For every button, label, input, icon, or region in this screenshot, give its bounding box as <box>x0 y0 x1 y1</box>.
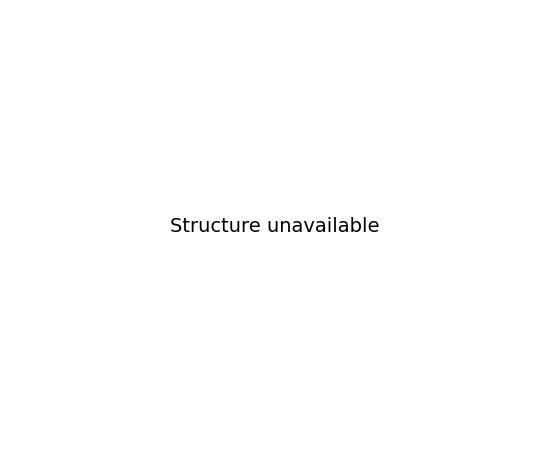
Text: Structure unavailable: Structure unavailable <box>170 217 380 236</box>
